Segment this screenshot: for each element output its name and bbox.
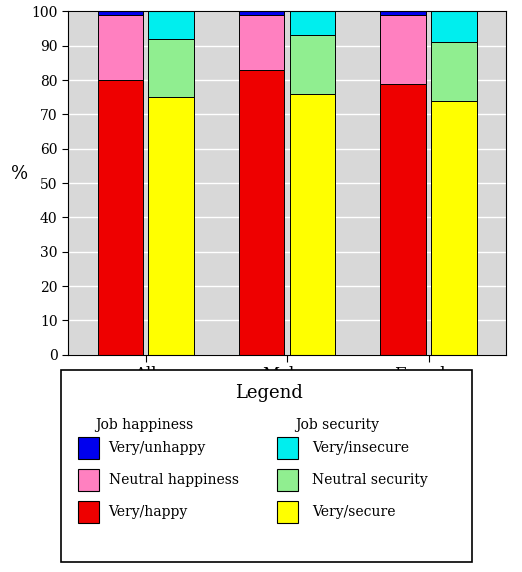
Bar	[290, 35, 335, 94]
Bar	[239, 15, 284, 70]
Bar	[381, 15, 426, 84]
Bar	[431, 101, 477, 355]
FancyBboxPatch shape	[278, 501, 298, 523]
Bar	[148, 11, 194, 39]
Bar	[381, 11, 426, 15]
Text: Very/secure: Very/secure	[312, 505, 396, 519]
FancyBboxPatch shape	[278, 437, 298, 459]
Bar	[239, 70, 284, 355]
Text: Job happiness: Job happiness	[96, 418, 194, 432]
Text: Neutral security: Neutral security	[312, 473, 428, 487]
Bar	[431, 11, 477, 42]
Bar	[98, 80, 143, 355]
Bar	[290, 94, 335, 355]
Y-axis label: %: %	[11, 165, 29, 183]
Bar	[148, 97, 194, 355]
Bar	[98, 11, 143, 15]
FancyBboxPatch shape	[278, 469, 298, 491]
Text: Neutral happiness: Neutral happiness	[109, 473, 239, 487]
Bar	[381, 84, 426, 355]
FancyBboxPatch shape	[78, 501, 99, 523]
Text: Very/unhappy: Very/unhappy	[109, 441, 206, 455]
FancyBboxPatch shape	[78, 437, 99, 459]
Bar	[148, 39, 194, 97]
Text: Very/happy: Very/happy	[109, 505, 188, 519]
FancyBboxPatch shape	[78, 469, 99, 491]
Bar	[239, 11, 284, 15]
Bar	[431, 42, 477, 101]
Text: Very/insecure: Very/insecure	[312, 441, 409, 455]
Text: Legend: Legend	[235, 384, 303, 402]
FancyBboxPatch shape	[61, 370, 472, 562]
Text: Job security: Job security	[295, 418, 379, 432]
Bar	[290, 11, 335, 35]
Bar	[98, 15, 143, 80]
